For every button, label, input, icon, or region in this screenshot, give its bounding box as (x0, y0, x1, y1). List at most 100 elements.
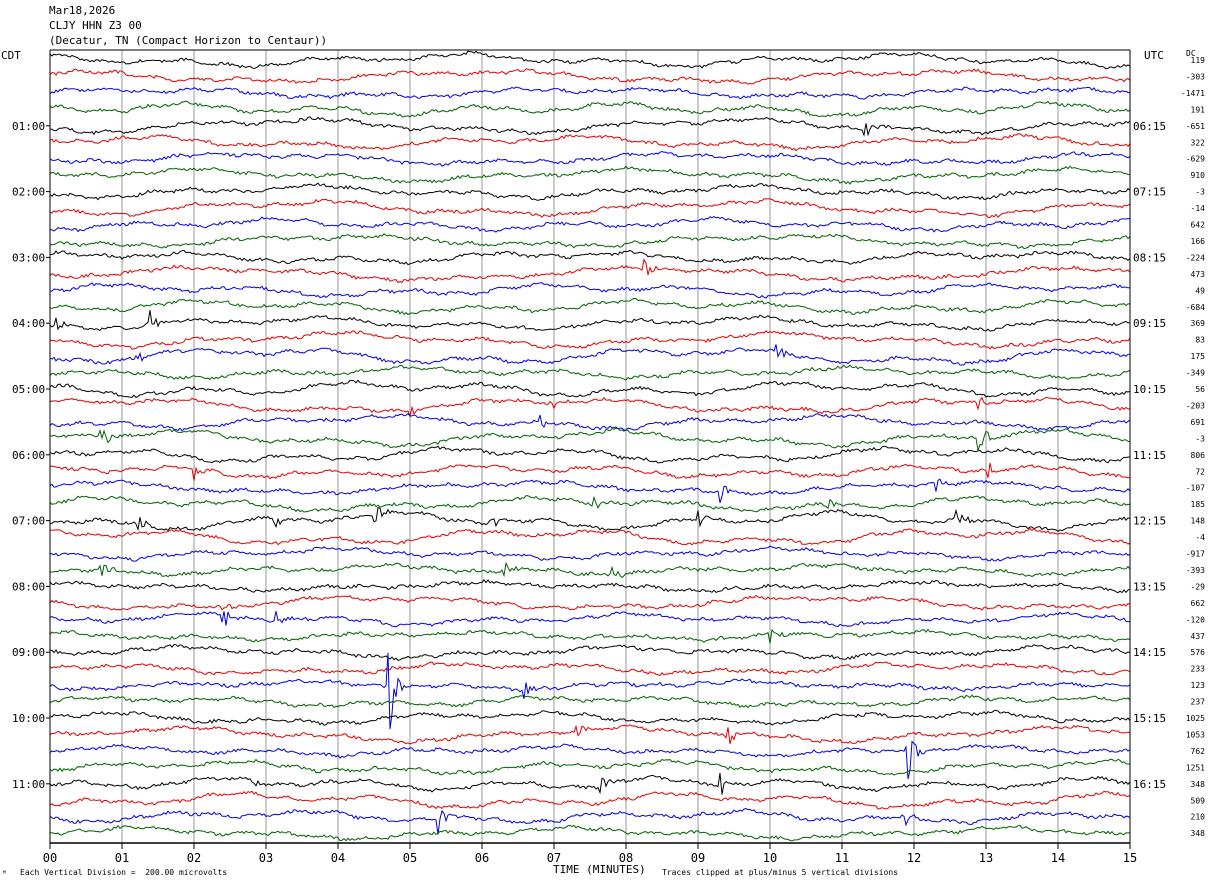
seismic-trace (49, 709, 1131, 726)
seismic-traces (49, 50, 1131, 842)
seismic-trace (49, 165, 1130, 185)
instrument-logo: ᴹ (2, 869, 7, 878)
seismic-trace (49, 379, 1131, 399)
dc-offset-value: -107 (1186, 484, 1205, 493)
dc-offset-value: 83 (1195, 336, 1205, 345)
dc-title: DC (1186, 49, 1196, 58)
right-time-label: 12:15 (1133, 515, 1166, 528)
seismic-trace (49, 740, 1131, 780)
seismic-trace (49, 216, 1131, 233)
dc-offset-value: 910 (1191, 171, 1206, 180)
dc-offset-value: 1053 (1186, 730, 1205, 739)
right-time-label: 13:15 (1133, 580, 1166, 593)
dc-offset-value: 49 (1195, 286, 1205, 295)
seismic-trace (49, 413, 1131, 432)
dc-offset-value: 148 (1191, 517, 1206, 526)
seismic-trace (50, 643, 1131, 661)
seismic-trace (49, 249, 1131, 266)
dc-offset-value: -3 (1195, 434, 1205, 443)
left-time-label: 10:00 (12, 712, 45, 725)
dc-offset-value: -917 (1186, 550, 1205, 559)
dc-offset-value: 210 (1191, 813, 1206, 822)
dc-offset-value: 437 (1191, 632, 1206, 641)
x-tick-label: 01 (115, 851, 129, 865)
dc-offset-value: 166 (1191, 237, 1206, 246)
x-tick-label: 10 (763, 851, 777, 865)
right-time-label: 07:15 (1133, 186, 1166, 199)
seismic-trace (49, 578, 1131, 594)
dc-offset-value: 185 (1191, 500, 1206, 509)
seismic-trace (49, 310, 1131, 332)
right-time-label: 09:15 (1133, 317, 1166, 330)
seismic-trace (49, 297, 1131, 316)
dc-offset-value: -120 (1186, 615, 1205, 624)
dc-offset-value: 806 (1191, 451, 1206, 460)
seismic-trace (49, 282, 1131, 299)
seismic-trace (49, 652, 1131, 730)
seismic-trace (49, 661, 1131, 677)
dc-offset-value: 72 (1195, 467, 1205, 476)
seismic-trace (49, 545, 1131, 562)
x-tick-label: 13 (979, 851, 993, 865)
dc-offset-value: -651 (1186, 122, 1205, 131)
right-time-label: 10:15 (1133, 383, 1166, 396)
seismic-trace (49, 561, 1131, 579)
seismic-trace (49, 182, 1131, 201)
scale-note: Each Vertical Division = 200.00 microvol… (20, 868, 228, 877)
x-tick-label: 15 (1123, 851, 1137, 865)
dc-offset-value: 237 (1191, 698, 1206, 707)
left-time-label: 07:00 (12, 515, 45, 528)
left-axis-title: CDT (1, 49, 21, 62)
x-tick-label: 07 (547, 851, 561, 865)
minute-gridlines (121, 50, 1059, 843)
dc-offset-value: 691 (1191, 418, 1206, 427)
left-time-label: 08:00 (12, 580, 45, 593)
x-tick-label: 09 (691, 851, 705, 865)
dc-offset-value: 233 (1191, 665, 1206, 674)
seismic-trace (49, 427, 1131, 451)
x-tick-label: 06 (475, 851, 489, 865)
x-tick-label: 04 (331, 851, 345, 865)
clip-note: Traces clipped at plus/minus 5 vertical … (662, 868, 899, 877)
dc-offset-value: 473 (1191, 270, 1206, 279)
right-time-label: 16:15 (1133, 778, 1166, 791)
seismic-trace (50, 506, 1131, 533)
seismic-trace (49, 628, 1131, 644)
dc-offset-value: 322 (1191, 138, 1206, 147)
dc-offset-value: 576 (1191, 648, 1206, 657)
seismic-trace (49, 445, 1131, 464)
dc-offset-value: 369 (1191, 319, 1206, 328)
dc-offset-value: -393 (1186, 566, 1205, 575)
seismic-trace (49, 495, 1131, 513)
right-time-label: 06:15 (1133, 120, 1166, 133)
seismic-trace (49, 116, 1131, 137)
seismic-trace (49, 68, 1131, 85)
dc-offset-value: -349 (1186, 369, 1205, 378)
dc-offset-value: 1025 (1186, 714, 1205, 723)
seismic-trace (49, 611, 1131, 628)
seismic-trace (49, 198, 1131, 219)
x-tick-label: 11 (835, 851, 849, 865)
dc-offset-value: 175 (1191, 352, 1206, 361)
x-tick-label: 12 (907, 851, 921, 865)
left-time-label: 04:00 (12, 317, 45, 330)
chart-date: Mar18,2026 (49, 4, 116, 17)
seismic-trace (49, 396, 1131, 419)
dc-offset-value: -224 (1186, 253, 1205, 262)
seismic-trace (49, 807, 1131, 835)
seismic-trace (49, 150, 1131, 167)
seismic-trace (49, 824, 1131, 842)
seismic-trace (49, 50, 1131, 70)
dc-offset-value: 119 (1191, 56, 1206, 65)
x-tick-label: 08 (619, 851, 633, 865)
dc-offset-value: -4 (1195, 533, 1205, 542)
dc-offset-value: -14 (1191, 204, 1206, 213)
dc-offset-value: -29 (1191, 582, 1206, 591)
dc-offset-value: 348 (1191, 829, 1206, 838)
x-tick-label: 00 (43, 851, 57, 865)
x-tick-label: 03 (259, 851, 273, 865)
dc-offset-value: -203 (1186, 401, 1205, 410)
dc-offset-value: -3 (1195, 188, 1205, 197)
seismic-trace (49, 86, 1130, 100)
